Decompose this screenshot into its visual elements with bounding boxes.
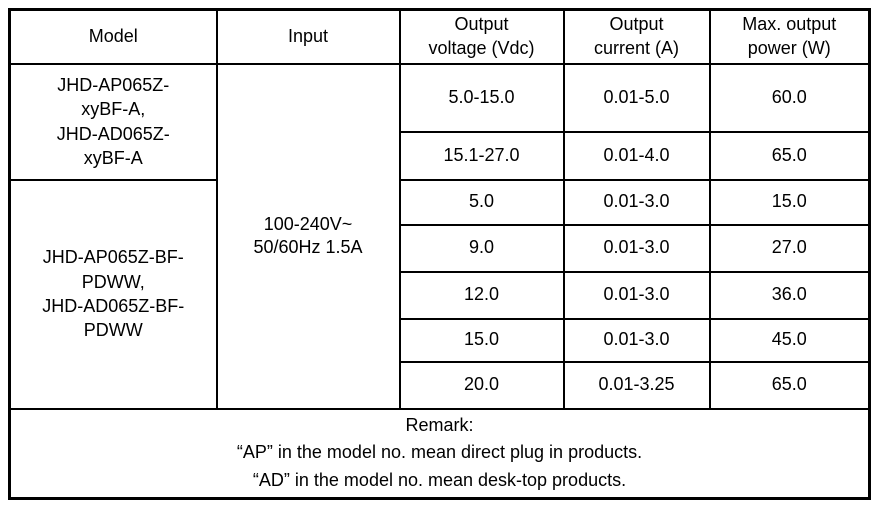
table-row: 15.0 0.01-3.0 45.0 (10, 317, 871, 363)
current-cell: 0.01-4.0 (562, 130, 711, 181)
input-cell: 100-240V~ 50/60Hz 1.5A (215, 62, 401, 410)
voltage-cell: 5.0-15.0 (398, 62, 565, 133)
voltage-cell: 15.1-27.0 (398, 130, 565, 181)
voltage-cell: 5.0 (398, 178, 565, 226)
current-cell: 0.01-3.0 (562, 178, 711, 226)
table-row: 12.0 0.01-3.0 36.0 (10, 270, 871, 320)
power-cell: 27.0 (708, 223, 871, 273)
col-header-power: Max. output power (W) (708, 8, 871, 65)
col-header-input: Input (215, 8, 401, 65)
power-cell: 65.0 (708, 130, 871, 181)
current-cell: 0.01-3.25 (562, 360, 711, 410)
remark-cell: Remark: “AP” in the model no. mean direc… (8, 407, 871, 500)
col-header-voltage: Output voltage (Vdc) (398, 8, 565, 65)
remark-row: Remark: “AP” in the model no. mean direc… (8, 407, 871, 500)
current-cell: 0.01-5.0 (562, 62, 711, 133)
model-group-b-cell: JHD-AP065Z-BF- PDWW, JHD-AD065Z-BF- PDWW (8, 178, 218, 410)
current-cell: 0.01-3.0 (562, 317, 711, 363)
voltage-cell: 20.0 (398, 360, 565, 410)
current-cell: 0.01-3.0 (562, 270, 711, 320)
voltage-cell: 12.0 (398, 270, 565, 320)
power-cell: 65.0 (708, 360, 871, 410)
table-row: JHD-AP065Z- xyBF-A, JHD-AD065Z- xyBF-A 1… (8, 62, 871, 410)
table-row: 15.1-27.0 0.01-4.0 65.0 (10, 130, 871, 181)
power-cell: 60.0 (708, 62, 871, 133)
table-row: 9.0 0.01-3.0 27.0 (10, 223, 871, 273)
header-row: Model Input Output voltage (Vdc) Output … (8, 8, 871, 65)
voltage-cell: 15.0 (398, 317, 565, 363)
power-cell: 15.0 (708, 178, 871, 226)
power-cell: 45.0 (708, 317, 871, 363)
col-header-current: Output current (A) (562, 8, 711, 65)
voltage-cell: 9.0 (398, 223, 565, 273)
model-group-a-cell: JHD-AP065Z- xyBF-A, JHD-AD065Z- xyBF-A (8, 62, 218, 181)
table-row: JHD-AP065Z-BF- PDWW, JHD-AD065Z-BF- PDWW… (8, 178, 871, 410)
power-cell: 36.0 (708, 270, 871, 320)
table-row: 20.0 0.01-3.25 65.0 (10, 360, 871, 410)
col-header-model: Model (8, 8, 218, 65)
power-spec-table: Model Input Output voltage (Vdc) Output … (8, 8, 871, 501)
current-cell: 0.01-3.0 (562, 223, 711, 273)
